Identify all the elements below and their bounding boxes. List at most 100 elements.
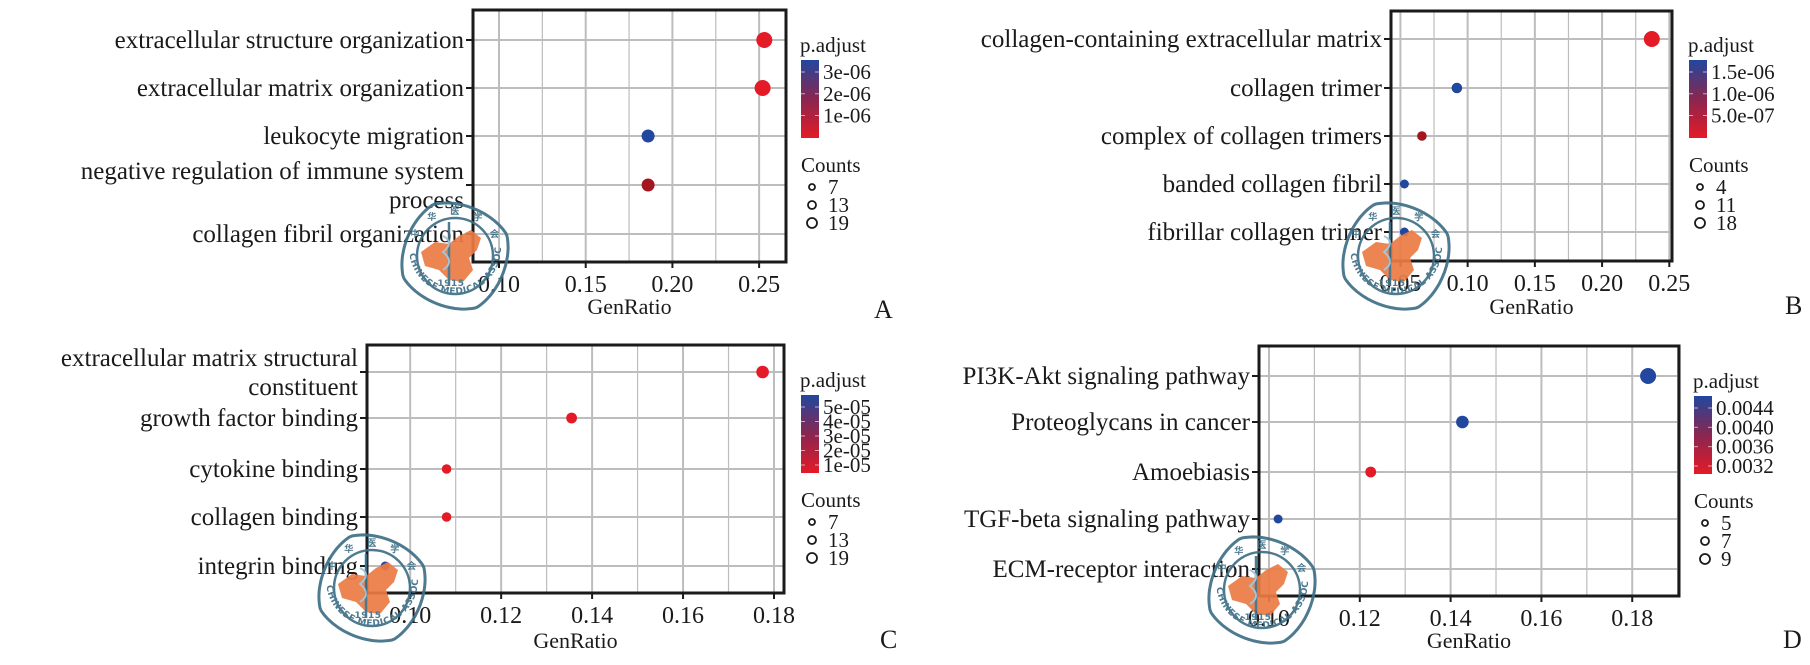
x-tick-label: 0.16 bbox=[1520, 606, 1562, 632]
x-axis-title: GenRatio bbox=[587, 294, 671, 319]
color-legend-title: p.adjust bbox=[1693, 369, 1759, 393]
size-legend-label: 19 bbox=[828, 546, 849, 570]
size-legend-circle bbox=[1694, 217, 1706, 229]
logo-char: 华 bbox=[344, 543, 354, 555]
size-legend-title: Counts bbox=[1694, 489, 1754, 513]
panel-a: extracellular structure organization extr… bbox=[0, 0, 893, 324]
logo-inner-ring bbox=[332, 548, 412, 628]
data-point bbox=[756, 32, 773, 48]
y-tick-label: extracellular matrix organization bbox=[137, 75, 465, 102]
x-tick-label: 0.18 bbox=[753, 603, 795, 629]
logo-year: 1915 bbox=[1378, 279, 1405, 289]
y-tick-label: collagen-containing extracellular matrix bbox=[981, 26, 1383, 53]
logo-char: 学 bbox=[390, 543, 400, 555]
size-legend-label: 18 bbox=[1716, 211, 1737, 235]
x-tick-label: 0.10 bbox=[1447, 271, 1489, 297]
logo-inner-ring bbox=[1222, 550, 1302, 630]
logo-char: 华 bbox=[427, 211, 437, 223]
logo-char: 医 bbox=[1391, 206, 1401, 217]
size-legend-label: 7 bbox=[1721, 529, 1732, 553]
size-legend-circle bbox=[807, 200, 817, 210]
color-bar bbox=[1689, 60, 1707, 138]
color-bar bbox=[1694, 396, 1712, 474]
size-legend-title: Counts bbox=[1689, 153, 1749, 177]
logo-char: 中 bbox=[1217, 562, 1227, 574]
logo-year: 1915 bbox=[437, 279, 464, 289]
y-tick-label: Amoebiasis bbox=[1132, 459, 1250, 486]
logo-outer-ring bbox=[317, 533, 427, 643]
logo-char: 医 bbox=[450, 206, 460, 217]
size-legend-circle bbox=[1701, 519, 1709, 527]
logo-char: 中 bbox=[410, 228, 420, 240]
logo-serpent bbox=[1382, 235, 1391, 271]
data-point bbox=[1273, 514, 1283, 524]
size-legend-circle bbox=[808, 518, 816, 526]
size-legend-circle bbox=[808, 183, 816, 191]
logo-serpent bbox=[1248, 569, 1257, 605]
logo-char: 学 bbox=[1280, 545, 1290, 557]
data-point bbox=[756, 365, 769, 379]
size-legend-circle bbox=[1699, 553, 1711, 565]
logo-serpent bbox=[358, 567, 367, 603]
logo-year: 1915 bbox=[1244, 613, 1271, 623]
logo-char: 中 bbox=[327, 560, 337, 572]
logo-map-shape bbox=[1228, 564, 1288, 616]
logo-char: 会 bbox=[407, 560, 417, 572]
data-point bbox=[641, 178, 655, 192]
x-tick-label: 0.25 bbox=[738, 272, 780, 298]
x-axis-title: GenRatio bbox=[533, 628, 617, 653]
color-legend-label: 0.0040 bbox=[1716, 415, 1774, 439]
color-legend-label: 1e-06 bbox=[823, 104, 871, 128]
data-point bbox=[1451, 82, 1463, 94]
color-legend-label: 4e-05 bbox=[823, 410, 871, 434]
x-tick-label: 0.20 bbox=[651, 272, 693, 298]
color-legend-label: 0.0032 bbox=[1716, 454, 1774, 478]
size-legend-circle bbox=[1700, 536, 1710, 546]
size-legend-circle bbox=[807, 535, 817, 545]
color-legend-label: 3e-05 bbox=[823, 424, 871, 448]
data-point bbox=[566, 412, 577, 424]
y-tick-label: collagen binding bbox=[191, 504, 359, 531]
y-tick-label: extracellular structure organization bbox=[115, 27, 465, 54]
x-axis-title: GenRatio bbox=[1489, 294, 1573, 319]
x-tick-label: 0.15 bbox=[565, 272, 607, 298]
x-tick-label: 0.12 bbox=[480, 603, 522, 629]
data-point bbox=[1456, 415, 1469, 429]
data-point bbox=[1640, 368, 1657, 384]
y-tick-label: complex of collagen trimers bbox=[1101, 123, 1382, 150]
size-legend-label: 9 bbox=[1721, 547, 1732, 571]
size-legend-circle bbox=[806, 217, 818, 229]
color-legend-label: 5e-05 bbox=[823, 395, 871, 419]
logo-char: 学 bbox=[1414, 211, 1424, 223]
panel-letter: D bbox=[1783, 625, 1802, 654]
color-legend-label: 2e-06 bbox=[823, 82, 871, 106]
color-legend-label: 5.0e-07 bbox=[1711, 104, 1775, 128]
data-point bbox=[754, 80, 771, 96]
logo-char: 会 bbox=[1431, 228, 1441, 240]
logo-char: 学 bbox=[473, 211, 483, 223]
data-point bbox=[1365, 466, 1377, 478]
panel-letter: C bbox=[880, 625, 897, 654]
x-tick-label: 0.18 bbox=[1611, 606, 1653, 632]
color-legend-label: 3e-06 bbox=[823, 60, 871, 84]
data-point bbox=[1643, 31, 1660, 47]
size-legend-label: 11 bbox=[1716, 193, 1736, 217]
color-legend-title: p.adjust bbox=[800, 33, 866, 57]
panel-letter: B bbox=[1785, 291, 1802, 320]
logo-inner-ring bbox=[415, 216, 495, 296]
logo-char: 会 bbox=[1297, 562, 1307, 574]
y-tick-label: growth factor binding bbox=[140, 405, 359, 432]
logo-map-shape bbox=[1362, 230, 1422, 282]
logo-char: 医 bbox=[1257, 540, 1267, 551]
logo-outer-ring bbox=[400, 201, 510, 311]
logo-map-shape bbox=[421, 230, 481, 282]
y-tick-label: TGF-beta signaling pathway bbox=[964, 506, 1251, 533]
y-tick-label: negative regulation of immune system proc… bbox=[81, 158, 465, 214]
size-legend-label: 19 bbox=[828, 211, 849, 235]
logo-map-shape bbox=[338, 562, 398, 614]
size-legend-title: Counts bbox=[801, 153, 861, 177]
